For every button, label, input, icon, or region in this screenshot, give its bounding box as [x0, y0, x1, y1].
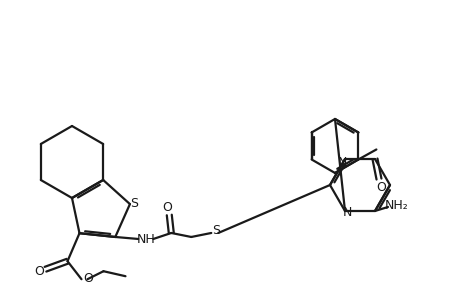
Text: O: O	[34, 265, 45, 278]
Text: S: S	[212, 224, 220, 238]
Text: N: N	[341, 206, 351, 220]
Text: O: O	[375, 181, 385, 194]
Text: N: N	[336, 155, 346, 169]
Text: NH: NH	[137, 233, 155, 247]
Text: NH₂: NH₂	[384, 200, 408, 212]
Text: O: O	[84, 272, 93, 285]
Text: O: O	[162, 202, 172, 214]
Text: S: S	[129, 196, 138, 210]
